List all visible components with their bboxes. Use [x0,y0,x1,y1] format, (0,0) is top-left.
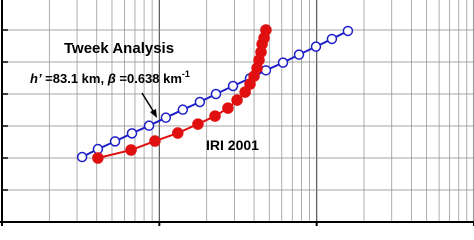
grid [1,0,474,223]
data-point [194,96,206,108]
annotation-part: h’ [30,71,42,86]
data-point [231,94,243,106]
data-point [260,24,272,36]
data-point [160,112,172,123]
data-point [293,49,305,60]
annotation-part: =83.1 km, [42,71,108,86]
data-point [227,80,239,92]
arrow-head [150,109,157,118]
annotation-part: -1 [182,69,190,79]
annotation: Tweek Analysis [64,40,174,57]
data-point [192,118,204,130]
data-point [310,41,322,52]
data-point [126,128,138,139]
data-point [149,135,161,147]
data-point [260,65,272,76]
data-point [222,102,234,114]
data-point [277,57,289,68]
data-point [210,88,222,100]
annotation: h’ =83.1 km, β =0.638 km-1 [30,69,190,86]
data-point [125,144,137,156]
data-point [92,152,104,164]
data-point [326,33,338,45]
annotation-part: =0.638 km [116,71,182,86]
data-point [109,136,121,147]
data-point [209,110,221,122]
data-point [172,127,184,139]
annotation-part: β [107,71,116,86]
data-point [76,151,88,163]
data-point [143,120,155,131]
arrow [141,92,156,115]
data-point [177,104,189,115]
data-point [92,143,104,155]
chart: Tweek Analysis h’ =83.1 km, β =0.638 km-… [0,0,474,226]
annotation: IRI 2001 [206,137,259,153]
data-point [342,25,354,37]
